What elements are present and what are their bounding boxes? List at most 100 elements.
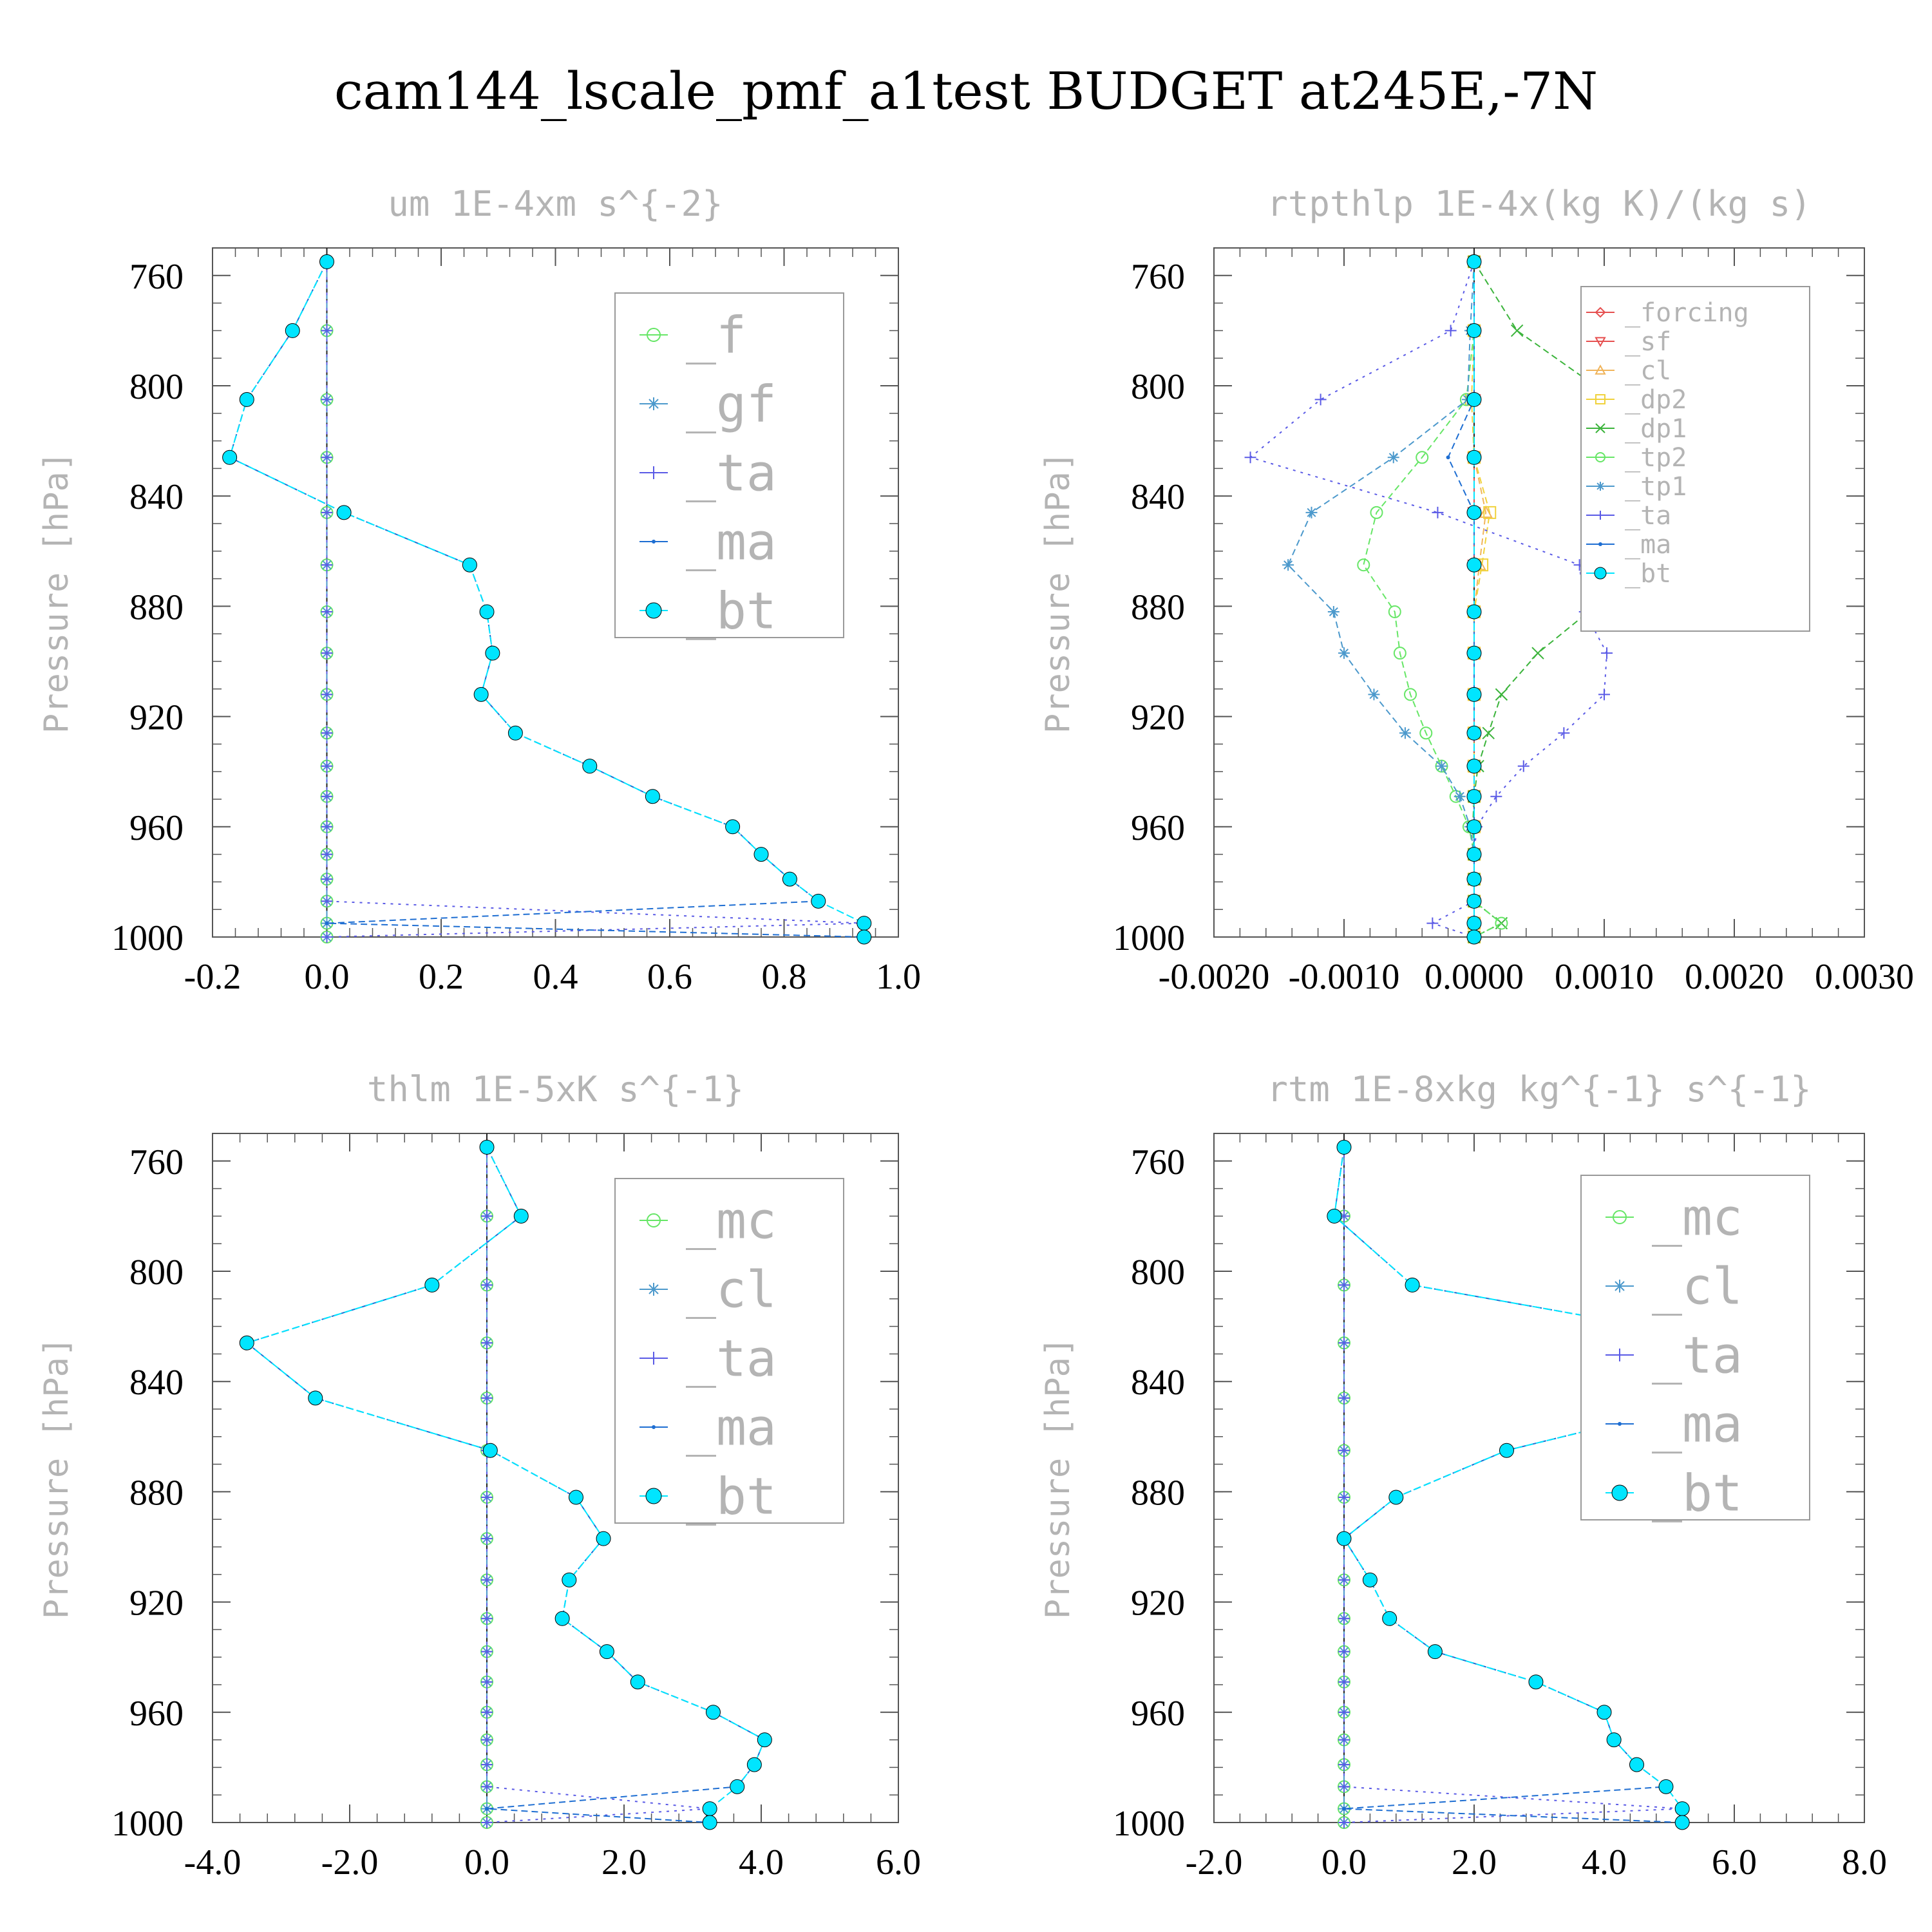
data-point — [1338, 1759, 1350, 1771]
legend-marker — [1613, 1210, 1627, 1224]
data-point — [308, 1390, 323, 1406]
data-point — [562, 1572, 577, 1587]
y-tick-label: 800 — [129, 1253, 184, 1293]
x-tick-label: -0.0020 — [1159, 957, 1270, 997]
data-point — [596, 1531, 611, 1546]
data-point — [239, 1335, 254, 1350]
data-point — [1658, 1779, 1674, 1794]
data-point — [857, 916, 872, 931]
data-point — [1387, 451, 1399, 464]
y-tick-label: 880 — [129, 587, 184, 627]
data-point — [1388, 1490, 1404, 1505]
data-point — [1357, 558, 1370, 572]
data-point — [1674, 1801, 1690, 1817]
series-tp2 — [1357, 255, 1508, 943]
data-point — [1466, 604, 1482, 620]
panel-title: thlm 1E-5xK s^{-1} — [367, 1069, 744, 1110]
x-tick-label: 6.0 — [1712, 1842, 1757, 1882]
data-point — [424, 1277, 440, 1293]
data-point — [481, 1279, 493, 1291]
data-point — [507, 725, 523, 741]
data-point — [481, 1574, 493, 1586]
data-point — [321, 506, 333, 518]
data-point — [1466, 759, 1482, 774]
y-tick-label: 1000 — [111, 918, 184, 958]
x-tick-label: -0.0010 — [1289, 957, 1400, 997]
series-line — [486, 1147, 710, 1823]
data-point — [481, 1645, 493, 1658]
data-point — [1338, 1817, 1350, 1828]
legend-marker — [645, 1488, 662, 1504]
data-point — [1338, 1781, 1350, 1793]
x-tick-label: 0.0000 — [1425, 957, 1524, 997]
data-point — [1244, 451, 1256, 464]
data-point — [702, 1801, 717, 1817]
y-tick-label: 1000 — [1113, 1804, 1185, 1844]
data-point — [1466, 687, 1482, 702]
legend-label: _dp1 — [1625, 414, 1687, 444]
legend-box — [614, 1178, 844, 1524]
panel-4: -2.0 0.0 2.0 4.0 6.0 8.0 760 800 840 880 920 960 100… — [1039, 1069, 1887, 1882]
data-point — [481, 1210, 493, 1222]
series-dp2 — [1464, 255, 1497, 943]
data-point — [473, 687, 489, 702]
legend-label: _ta — [1652, 1327, 1743, 1385]
y-axis-label: Pressure [hPa] — [37, 1337, 76, 1619]
data-point — [1466, 392, 1482, 407]
legend: _mc _cl _ta _ma _bt — [1580, 1175, 1810, 1522]
legend-label: _mc — [1652, 1189, 1743, 1247]
x-tick-label: 0.0030 — [1815, 957, 1914, 997]
legend-marker — [1594, 567, 1607, 580]
data-point — [725, 819, 741, 835]
data-point — [1558, 727, 1570, 739]
legend-marker — [647, 397, 660, 410]
data-point — [1336, 1139, 1352, 1155]
legend-marker — [1618, 1422, 1622, 1426]
legend-marker — [647, 1352, 660, 1365]
legend-label: _forcing — [1625, 298, 1749, 328]
data-point — [1426, 917, 1439, 929]
data-point — [1327, 605, 1340, 618]
legend-label: _ma — [686, 513, 777, 571]
data-point — [1596, 1705, 1612, 1720]
y-tick-label: 920 — [129, 1584, 184, 1624]
data-point — [321, 873, 333, 886]
x-tick-label: 4.0 — [1582, 1842, 1627, 1882]
series-bt — [222, 254, 872, 945]
x-tick-label: 0.8 — [762, 957, 807, 997]
data-point — [481, 1676, 493, 1688]
legend-label: _dp2 — [1625, 385, 1687, 415]
legend-label: _cl — [1625, 356, 1671, 386]
data-point — [482, 1443, 498, 1458]
data-point — [554, 1611, 570, 1626]
legend-marker — [1595, 423, 1605, 433]
x-tick-label: 2.0 — [601, 1842, 647, 1882]
series-ta — [321, 256, 870, 943]
series-line — [1343, 1147, 1683, 1823]
legend-label: _bt — [686, 582, 777, 640]
x-tick-label: -2.0 — [1186, 1842, 1243, 1882]
data-point — [321, 559, 333, 571]
data-point — [599, 1644, 614, 1660]
data-point — [1338, 1734, 1350, 1746]
y-tick-label: 1000 — [111, 1804, 184, 1844]
legend: _mc _cl _ta _ma _bt — [614, 1178, 844, 1526]
legend-marker — [1611, 1484, 1628, 1501]
x-tick-label: 0.0010 — [1555, 957, 1654, 997]
data-point — [321, 688, 333, 701]
data-point — [462, 557, 477, 573]
y-tick-label: 760 — [1131, 257, 1185, 297]
panel-title: rtpthlp 1E-4x(kg K)/(kg s) — [1267, 184, 1811, 224]
x-tick-label: -2.0 — [321, 1842, 379, 1882]
x-tick-label: 8.0 — [1842, 1842, 1887, 1882]
panel-1: -0.2 0.0 0.2 0.4 0.6 0.8 1.0 760 800 840 880 920 960… — [37, 184, 921, 997]
data-point — [1466, 893, 1482, 909]
series-line — [1249, 261, 1608, 938]
y-axis-label: Pressure [hPa] — [1039, 451, 1077, 734]
data-point — [1482, 726, 1495, 739]
legend-label: _mc — [686, 1192, 777, 1250]
panel-title: um 1E-4xm s^{-2} — [388, 184, 723, 224]
series-ta — [1244, 256, 1613, 943]
legend-marker — [647, 1213, 661, 1227]
data-point — [1338, 1392, 1350, 1404]
